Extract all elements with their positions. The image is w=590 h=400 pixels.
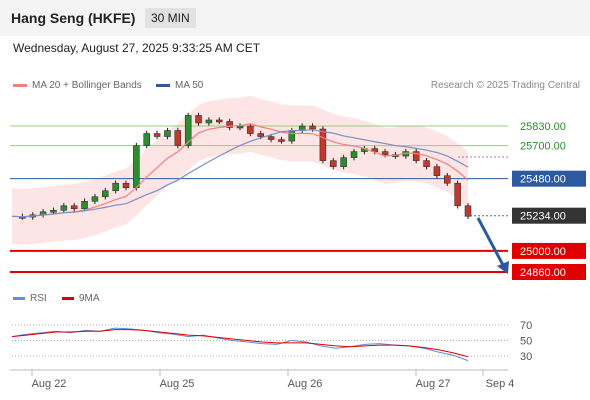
level-tag-25480.00 [512, 170, 586, 187]
level-tag-25234.00 [512, 207, 586, 224]
candle-body [319, 128, 327, 161]
candle-body [444, 175, 451, 184]
legend-ma50: MA 50 [156, 80, 203, 91]
timeframe-button[interactable]: 30 MIN [145, 8, 196, 28]
legend-ma20: MA 20 + Bollinger Bands [13, 80, 142, 91]
candle-body [433, 166, 441, 176]
candle-body [112, 182, 119, 191]
x-tick-label: Aug 22 [32, 378, 67, 390]
header-bar: Hang Seng (HKFE) 30 MIN [0, 0, 590, 36]
level-label-24860.00: 24860.00 [520, 267, 566, 279]
candle-body [102, 190, 109, 197]
rsi-tick-label: 30 [520, 351, 532, 363]
candle-body [350, 151, 358, 158]
bollinger-band [12, 95, 468, 245]
candle-body [184, 115, 192, 146]
candle-body [164, 130, 171, 137]
candle-body [60, 205, 68, 211]
candle-body [153, 133, 161, 137]
candle-body [133, 145, 140, 188]
candle-body [340, 157, 347, 167]
legend-ma9-label: 9MA [79, 293, 100, 304]
candle-body [309, 125, 316, 130]
candle-body [226, 121, 233, 128]
instrument-title: Hang Seng (HKFE) [11, 10, 136, 26]
level-tag-25000.00 [512, 242, 586, 259]
ma50-swatch [156, 83, 170, 87]
rsi-tick-label: 70 [520, 320, 532, 332]
candle-body [122, 182, 130, 188]
candle-body [91, 196, 99, 202]
legend-ma50-label: MA 50 [175, 80, 204, 91]
ma9-swatch [62, 296, 74, 300]
candle-body [464, 205, 472, 217]
x-tick-label: Aug 25 [160, 378, 195, 390]
level-label-25000.00: 25000.00 [520, 246, 566, 258]
candle-body [81, 201, 88, 210]
candle-body [371, 148, 378, 152]
candle-body [205, 119, 213, 124]
x-tick-label: Sep 4 [486, 378, 515, 390]
ma20-swatch [13, 83, 27, 87]
credit-text: Research © 2025 Trading Central [430, 80, 580, 91]
forecast-arrow-shaft [476, 217, 505, 266]
candle-body [174, 130, 182, 146]
candle-body [423, 160, 430, 167]
candle-body [195, 115, 202, 124]
level-label-25830.00: 25830.00 [520, 121, 566, 133]
candle-body [247, 125, 254, 134]
candle-body [454, 182, 461, 207]
candle-body [70, 205, 78, 210]
legend-rsi: RSI [13, 293, 47, 304]
ma20-line [11, 123, 469, 218]
candle-body [330, 160, 337, 167]
candle-body [257, 133, 264, 137]
level-label-25480.00: 25480.00 [520, 174, 566, 186]
legend-ma9: 9MA [62, 293, 100, 304]
rsi-tick-label: 50 [520, 336, 532, 348]
forecast-arrow-head [497, 261, 509, 274]
candle-body [412, 151, 420, 161]
x-tick-label: Aug 27 [416, 378, 451, 390]
level-label-25700.00: 25700.00 [520, 141, 566, 153]
legend-rsi-label: RSI [30, 293, 47, 304]
ma50-line [11, 129, 469, 218]
candle-body [50, 210, 57, 213]
candle-body [278, 139, 285, 142]
rsi-swatch [13, 296, 25, 300]
candle-body [288, 130, 296, 142]
legend-ma20-label: MA 20 + Bollinger Bands [32, 80, 142, 91]
level-tag-24860.00 [512, 264, 586, 280]
rsi-ma9-line [11, 329, 469, 358]
x-tick-label: Aug 26 [288, 378, 323, 390]
candle-body [216, 119, 223, 123]
candle-body [267, 136, 275, 140]
candle-body [143, 133, 150, 146]
level-label-25234.00: 25234.00 [520, 211, 566, 223]
candle-body [381, 151, 389, 155]
datetime-label: Wednesday, August 27, 2025 9:33:25 AM CE… [13, 41, 261, 55]
